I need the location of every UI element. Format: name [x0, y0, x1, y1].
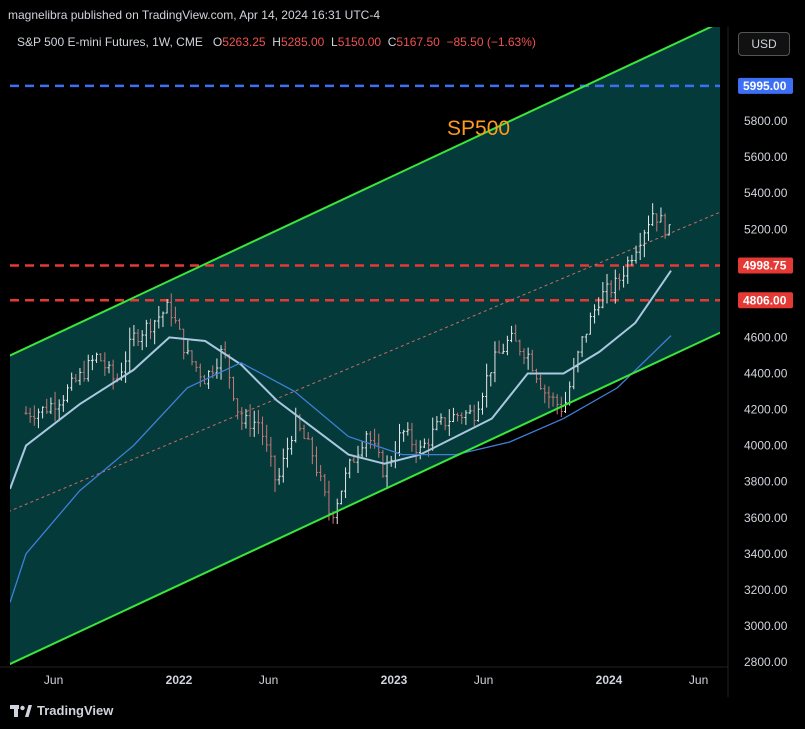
level-price-badge [738, 292, 793, 309]
y-tick-label: 3000.00 [744, 619, 788, 633]
x-tick-label: 2023 [381, 673, 408, 687]
y-tick-label: 5600.00 [744, 150, 788, 164]
ma-fast-line [10, 270, 672, 490]
y-tick-label: 3800.00 [744, 475, 788, 489]
y-tick-label: 3600.00 [744, 511, 788, 525]
ma-slow-line [10, 335, 672, 603]
x-tick-label: Jun [259, 673, 278, 687]
channel-fill [10, 27, 720, 664]
y-tick-label: 3400.00 [744, 547, 788, 561]
low-label: L [331, 35, 338, 49]
y-tick-label: 4000.00 [744, 439, 788, 453]
change-value: −85.50 (−1.63%) [446, 35, 536, 49]
tradingview-brand[interactable]: TradingView [10, 703, 113, 718]
brand-name: TradingView [37, 703, 114, 718]
level-price-badge [738, 257, 793, 274]
x-tick-label: Jun [689, 673, 708, 687]
y-tick-label: 4200.00 [744, 403, 788, 417]
channel-upper-line [10, 27, 714, 357]
symbol-name: S&P 500 E-mini Futures, 1W, CME [17, 35, 203, 49]
close-label: C [387, 35, 397, 49]
high-label: H [272, 35, 281, 49]
chart-annotation: SP500 [447, 117, 511, 140]
channel-lower-line [10, 331, 720, 666]
level-price-badge [738, 77, 793, 94]
high-value: 5285.00 [280, 35, 325, 49]
y-tick-label: 5800.00 [744, 114, 788, 128]
low-value: 5150.00 [337, 35, 382, 49]
open-label: O [212, 35, 223, 49]
y-tick-label: 4400.00 [744, 367, 788, 381]
x-tick-label: 2024 [596, 673, 623, 687]
level-price-label: 5995.00 [743, 79, 787, 93]
open-value: 5263.25 [222, 35, 266, 49]
level-price-label: 4806.00 [743, 293, 787, 307]
close-value: 5167.50 [396, 35, 440, 49]
y-tick-label: 3200.00 [744, 583, 788, 597]
channel-midline [10, 211, 720, 512]
x-tick-label: 2022 [166, 673, 193, 687]
y-tick-label: 5400.00 [744, 186, 788, 200]
tradingview-logo-icon [10, 704, 32, 717]
x-tick-label: Jun [44, 673, 63, 687]
currency-button[interactable]: USD [738, 32, 790, 56]
x-tick-label: Jun [474, 673, 493, 687]
level-price-label: 4998.75 [743, 259, 787, 273]
y-tick-label: 4600.00 [744, 330, 788, 344]
symbol-legend: S&P 500 E-mini Futures, 1W, CME O5263.25… [17, 35, 536, 49]
y-tick-label: 2800.00 [744, 655, 788, 669]
y-tick-label: 5200.00 [744, 222, 788, 236]
publisher-line: magnelibra published on TradingView.com,… [8, 8, 381, 22]
